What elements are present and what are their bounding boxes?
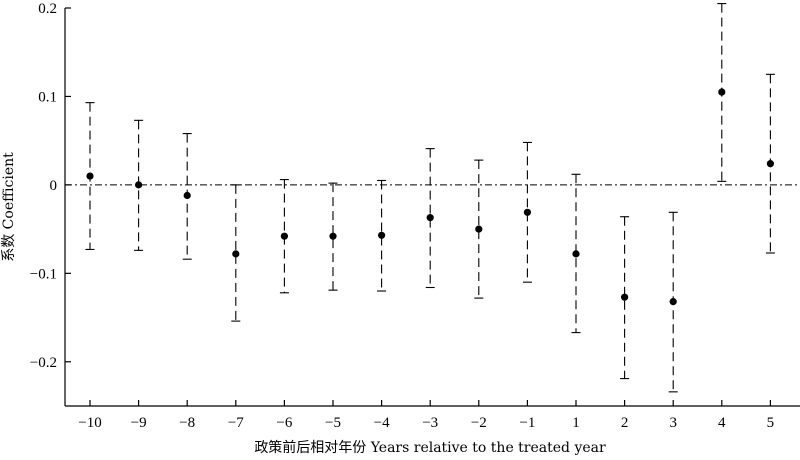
x-tick-label: −5 xyxy=(325,415,341,431)
coefficient-points xyxy=(86,88,775,306)
error-bar xyxy=(328,182,338,291)
y-tick-label: −0.1 xyxy=(30,266,57,282)
error-bar xyxy=(620,216,630,380)
coefficient-point xyxy=(523,208,532,216)
y-tick-label: 0 xyxy=(50,178,58,194)
y-tick-label: −0.2 xyxy=(30,355,57,371)
x-tick-label: −3 xyxy=(422,415,438,431)
x-tick-label: −4 xyxy=(374,415,390,431)
x-tick-label: 1 xyxy=(572,415,580,431)
coefficient-point xyxy=(280,232,288,240)
error-bar xyxy=(522,141,532,283)
coefficient-point xyxy=(669,298,677,306)
x-tick-label: −7 xyxy=(228,415,244,431)
coefficient-point xyxy=(426,214,434,222)
coefficient-point xyxy=(183,191,191,200)
error-bar xyxy=(377,179,387,292)
x-tick-label: −8 xyxy=(179,415,195,431)
x-tick-label: 4 xyxy=(718,415,726,431)
coefficient-point xyxy=(86,172,94,180)
coefficient-point xyxy=(766,160,775,168)
coefficient-point xyxy=(232,250,240,258)
error-bar xyxy=(571,173,581,334)
x-tick-label: 2 xyxy=(621,415,629,431)
y-axis-ticks: 0.2 0.1 0 −0.1 −0.2 xyxy=(30,1,71,371)
coefficient-point xyxy=(621,293,629,301)
y-tick-label: 0.2 xyxy=(38,1,57,17)
x-tick-label: −10 xyxy=(78,415,101,431)
error-bar xyxy=(474,159,484,299)
x-tick-label: −1 xyxy=(519,415,535,431)
coefficient-point xyxy=(378,231,386,239)
x-tick-label: −6 xyxy=(276,415,292,431)
coefficient-point xyxy=(572,250,580,258)
x-tick-label: −2 xyxy=(471,415,487,431)
x-tick-label: 3 xyxy=(669,415,677,431)
y-tick-label: 0.1 xyxy=(38,89,57,105)
y-axis-title: 系数 Coefficient xyxy=(1,152,17,262)
error-bar xyxy=(231,184,241,322)
x-axis-ticks: −10 −9 −8 −7 −6 −5 −4 −3 −2 −1 1 2 3 4 5 xyxy=(78,400,774,431)
x-tick-label: 5 xyxy=(767,415,775,431)
axes xyxy=(64,8,800,407)
error-bar xyxy=(425,148,435,289)
coefficient-point xyxy=(329,232,337,240)
error-bar xyxy=(134,119,144,251)
x-axis-title: 政策前后相对年份 Years relative to the treated y… xyxy=(254,439,606,456)
coefficient-point xyxy=(718,88,726,96)
coefficient-point xyxy=(475,225,483,233)
coefficient-point xyxy=(135,181,143,189)
x-tick-label: −9 xyxy=(131,415,147,431)
